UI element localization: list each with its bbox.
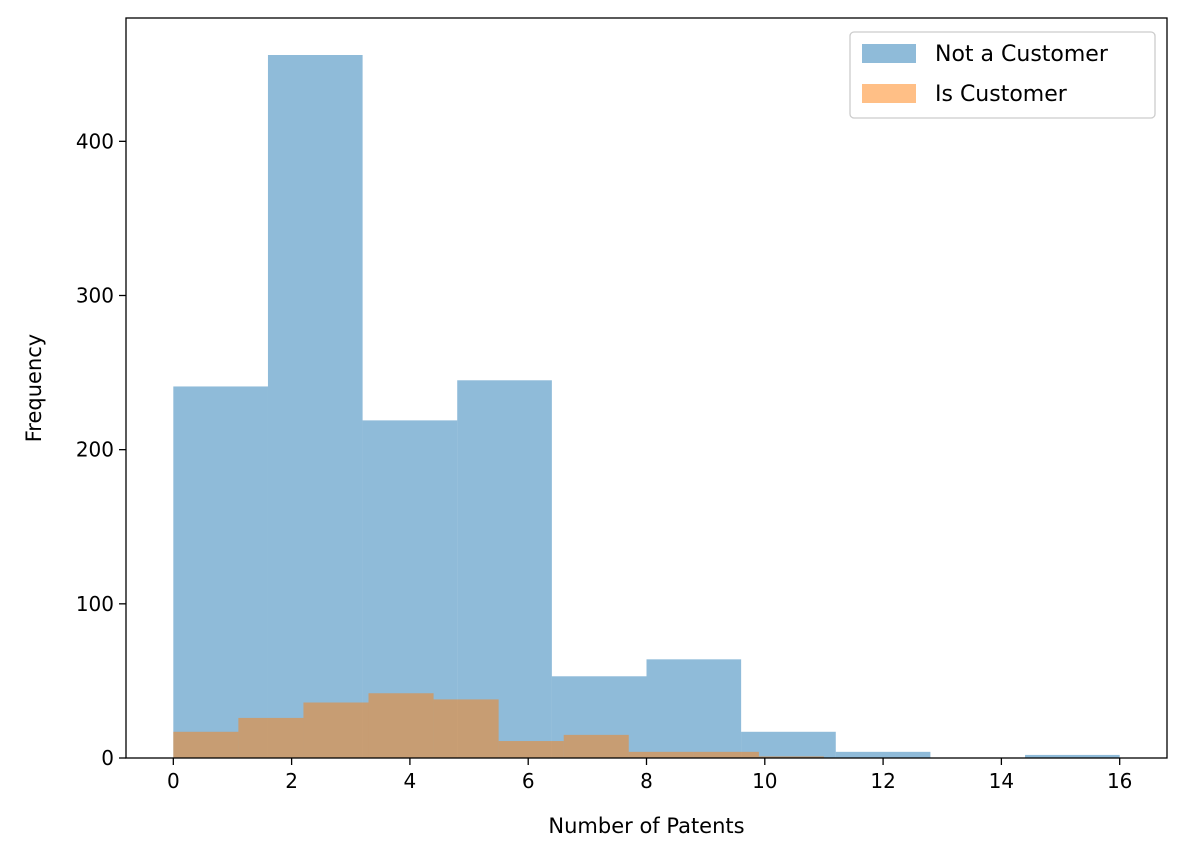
x-tick-label: 10 [752,769,777,793]
legend-swatch [862,84,916,103]
x-tick-label: 14 [989,769,1014,793]
histogram-bar [835,751,931,758]
histogram-bar [173,386,268,758]
x-tick-label: 8 [640,769,653,793]
histogram-bar [238,717,304,758]
histogram-bar [173,731,239,758]
y-tick-label: 200 [76,438,114,462]
y-tick-label: 0 [101,746,114,770]
x-tick-label: 0 [167,769,180,793]
histogram-bar [628,751,694,758]
legend-swatch [862,44,916,63]
legend-label: Not a Customer [935,42,1109,67]
histogram-bar [646,659,742,758]
histogram-bar [267,55,363,758]
x-axis-ticks: 0 2 4 6 8 10 12 14 16 [167,758,1132,793]
y-tick-label: 100 [76,592,114,616]
series-2 [173,693,824,758]
y-tick-label: 300 [76,284,114,308]
y-axis-label: Frequency [22,334,46,443]
histogram-bar [433,699,499,758]
y-tick-label: 400 [76,129,114,153]
histogram-bar [563,734,629,758]
x-tick-label: 16 [1107,769,1132,793]
histogram-bar [498,741,564,758]
legend-label: Is Customer [935,82,1068,107]
histogram-bar [1025,754,1120,758]
legend-box [849,31,1156,119]
legend: Not a Customer Is Customer [849,31,1156,119]
x-tick-label: 6 [522,769,535,793]
x-tick-label: 2 [285,769,298,793]
x-tick-label: 4 [404,769,417,793]
y-axis-ticks: 0 100 200 300 400 [76,129,126,770]
histogram-bar [758,756,824,758]
histogram-bar [368,693,434,758]
bars-layer [173,55,1120,758]
x-axis-label: Number of Patents [548,814,744,838]
x-tick-label: 12 [870,769,895,793]
histogram-bar [303,702,369,758]
histogram-bar [457,380,552,758]
histogram-bar [693,751,759,758]
